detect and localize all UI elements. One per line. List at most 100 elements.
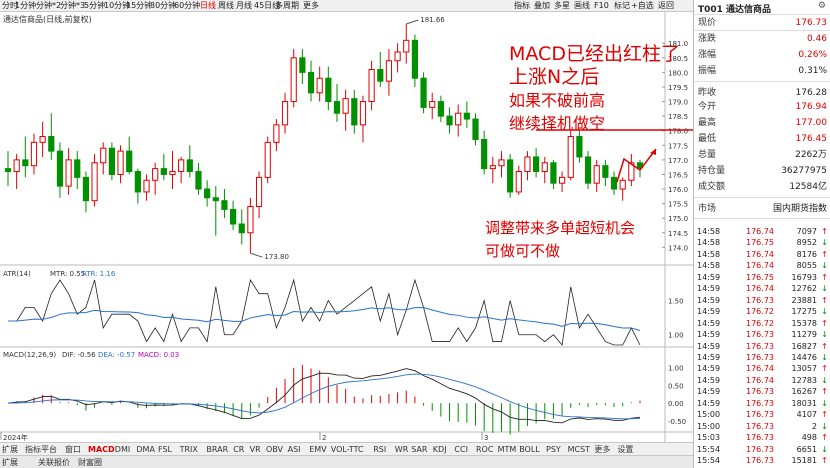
candle-body <box>368 68 375 103</box>
toolbar-button-2[interactable]: 多星 <box>554 1 570 10</box>
timeframe-6[interactable]: 15分钟 <box>126 1 153 10</box>
tick-dir-icon: ↑ <box>821 456 828 465</box>
tick-volume: 11279 <box>791 330 817 340</box>
timeframe-4[interactable]: 5分钟 <box>84 1 106 10</box>
bottom-tab-0[interactable]: 扩展 <box>2 458 18 467</box>
kline-chart: 通达信商品(日线,前复权) 181.0 180.5 180.0 179.5 179.0 17… <box>0 12 693 442</box>
indicator-tab-13[interactable]: EMV <box>309 445 327 454</box>
indicator-tab-18[interactable]: KDJ <box>432 445 447 454</box>
indicator-tab-14[interactable]: VOL-TTC <box>330 445 364 454</box>
toolbar-button-7[interactable]: 返回 <box>658 1 674 10</box>
timeframe-11[interactable]: 月线 <box>236 1 252 10</box>
candle-body <box>515 171 522 193</box>
toolbar-button-5[interactable]: 标记 <box>614 1 630 10</box>
candle-body <box>636 162 644 169</box>
tick-dir-icon: ↓ <box>821 444 828 454</box>
indicator-tab-25[interactable]: 更多 <box>594 445 611 454</box>
toolbar-button-4[interactable]: F10 <box>594 1 609 10</box>
tick-dir-icon: ↑ <box>821 341 828 351</box>
settings-icon[interactable]: ⚙ <box>817 1 826 11</box>
indicator-tab-9[interactable]: CR <box>233 445 245 454</box>
timeframe-9[interactable]: 日线 <box>200 1 216 10</box>
candle-body <box>307 71 315 94</box>
indicator-tab-17[interactable]: SAR <box>411 445 428 454</box>
indicator-tab-0[interactable]: 扩展 <box>2 445 18 454</box>
macd-axis-label: 1.00 <box>668 364 684 372</box>
tick-time: 14:58 <box>697 227 721 236</box>
tick-row: 14:59 176.72 17275 ↓ <box>694 306 830 317</box>
tick-time: 14:59 <box>697 307 721 317</box>
tick-price: 176.74 <box>746 364 774 374</box>
candle-body <box>117 150 124 175</box>
bottom-tab-2[interactable]: 财富圈 <box>78 458 102 467</box>
quote-value: 176.45 <box>795 134 828 144</box>
indicator-tab-24[interactable]: MCST <box>567 445 591 454</box>
toolbar-button-6[interactable]: +自选 <box>631 1 654 10</box>
toolbar-button-0[interactable]: 指标 <box>514 1 530 10</box>
quote-row-4: 昨收 176.28 <box>694 87 830 99</box>
indicator-tab-2[interactable]: 窗口 <box>65 445 81 454</box>
quote-label: 总量 <box>698 150 717 160</box>
candle-body <box>39 136 46 143</box>
tick-dir-icon: ↑ <box>821 249 828 259</box>
timeframe-2[interactable]: 分钟*2 <box>36 1 62 10</box>
indicator-tab-26[interactable]: 设置 <box>617 445 634 454</box>
tick-volume: 16793 <box>791 272 817 282</box>
indicator-tab-16[interactable]: WR <box>394 445 409 454</box>
indicator-tab-7[interactable]: TRIX <box>179 445 198 454</box>
timeframe-1[interactable]: 1分钟 <box>15 1 37 10</box>
indicator-tab-5[interactable]: DMA <box>136 445 155 454</box>
candle-body <box>178 159 185 173</box>
quote-value: 176.73 <box>795 18 828 28</box>
indicator-tab-6[interactable]: FSL <box>158 445 172 454</box>
timeframe-3[interactable]: 分钟*3 <box>60 1 86 10</box>
candle-body <box>264 141 271 178</box>
timeframe-8[interactable]: 60分钟 <box>174 1 201 10</box>
timeframe-7[interactable]: 30分钟 <box>150 1 177 10</box>
tick-row: 15:54 176.73 6651 ↓ <box>694 444 830 455</box>
annotation-arrow <box>616 148 657 183</box>
tick-time: 14:59 <box>697 375 721 385</box>
quote-row-3: 振幅 0.31% <box>694 65 830 77</box>
tick-price: 176.73 <box>746 352 774 362</box>
indicator-tab-20[interactable]: ROC <box>476 445 494 454</box>
timeframe-10[interactable]: 周线 <box>218 1 234 10</box>
tick-row: 15:00 176.73 2 ↓ <box>694 421 830 432</box>
timeframe-13[interactable]: 多周期 <box>275 1 299 10</box>
indicator-tab-3[interactable]: MACD <box>88 445 115 454</box>
indicator-tab-4[interactable]: DMI <box>114 445 131 454</box>
bottom-tab-1[interactable]: 关联报价 <box>38 458 70 467</box>
toolbar-button-1[interactable]: 叠加 <box>534 1 550 10</box>
timeframe-14[interactable]: 更多 <box>303 1 319 10</box>
tick-row: 14:59 176.72 15378 ↑ <box>694 318 830 329</box>
indicator-tab-8[interactable]: BRAR <box>206 445 229 454</box>
indicator-tab-12[interactable]: ASI <box>287 445 301 454</box>
price-axis-label: 180.5 <box>668 55 688 63</box>
candle-body <box>550 162 557 184</box>
candle-body <box>30 141 38 167</box>
candle-body <box>204 188 211 199</box>
indicator-tab-1[interactable]: 指标平台 <box>25 445 57 454</box>
indicator-tab-22[interactable]: BOLL <box>519 445 540 454</box>
timeframe-0[interactable]: 分时 <box>2 1 18 10</box>
indicator-tab-15[interactable]: RSI <box>373 445 387 454</box>
toolbar-button-3[interactable]: 画线 <box>574 1 590 10</box>
timeframe-5[interactable]: 10分钟 <box>104 1 131 10</box>
candle-body <box>221 200 228 210</box>
tick-time: 15:54 <box>697 456 721 465</box>
annotation-text: MACD已经出红柱了 <box>509 43 680 65</box>
indicator-tab-19[interactable]: CCI <box>454 445 468 454</box>
indicator-tab-21[interactable]: MTM <box>497 445 517 454</box>
candle-body <box>498 159 505 167</box>
indicator-tab-11[interactable]: OBV <box>266 445 284 454</box>
candle-body <box>281 101 289 126</box>
candle-body <box>195 171 202 190</box>
tick-price: 176.73 <box>746 398 774 408</box>
price-axis-label: 178.0 <box>668 128 688 136</box>
indicator-tab-10[interactable]: VR <box>249 445 261 454</box>
candle-body <box>463 112 470 120</box>
timeframe-12[interactable]: 45日线 <box>254 1 281 10</box>
candle-body <box>299 57 306 73</box>
price-axis-label: 174.5 <box>668 230 688 238</box>
indicator-tab-23[interactable]: PSY <box>546 445 561 454</box>
